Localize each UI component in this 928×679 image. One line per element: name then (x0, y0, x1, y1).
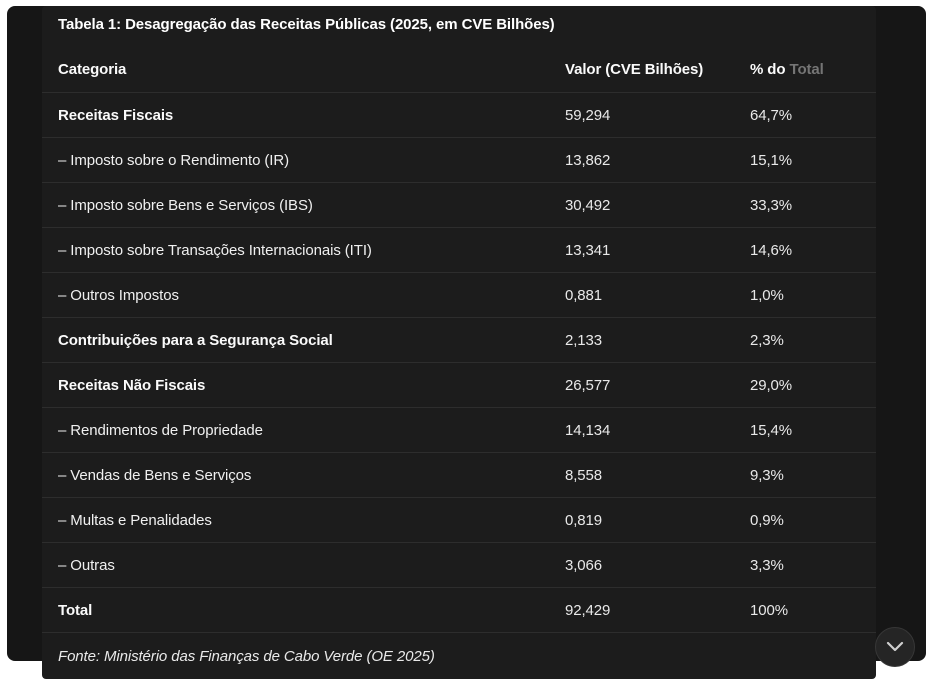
percent-cell: 15,1% (734, 137, 876, 183)
value-cell: 8,558 (549, 452, 734, 498)
category-cell: – Rendimentos de Propriedade (42, 407, 549, 453)
value-cell: 13,341 (549, 227, 734, 273)
value-cell: 92,429 (549, 587, 734, 633)
table-row: – Imposto sobre Transações Internacionai… (42, 227, 876, 273)
revenue-table-card: Tabela 1: Desagregação das Receitas Públ… (42, 6, 876, 679)
percent-cell: 3,3% (734, 542, 876, 588)
value-cell: 0,881 (549, 272, 734, 318)
table-row: Contribuições para a Segurança Social 2,… (42, 317, 876, 363)
value-cell: 0,819 (549, 497, 734, 543)
value-cell: 30,492 (549, 182, 734, 228)
value-cell: 14,134 (549, 407, 734, 453)
column-header-valor: Valor (CVE Bilhões) (549, 47, 734, 93)
column-header-percent-secondary: Total (789, 61, 824, 78)
category-cell: Receitas Fiscais (42, 92, 549, 138)
table-row: – Outras 3,066 3,3% (42, 542, 876, 588)
table-row: Total 92,429 100% (42, 587, 876, 633)
column-header-categoria: Categoria (42, 47, 549, 93)
percent-cell: 100% (734, 587, 876, 633)
table-row: Receitas Não Fiscais 26,577 29,0% (42, 362, 876, 408)
value-cell: 3,066 (549, 542, 734, 588)
table-row: – Vendas de Bens e Serviços 8,558 9,3% (42, 452, 876, 498)
percent-cell: 64,7% (734, 92, 876, 138)
percent-cell: 1,0% (734, 272, 876, 318)
table-row: – Imposto sobre o Rendimento (IR) 13,862… (42, 137, 876, 183)
value-cell: 26,577 (549, 362, 734, 408)
category-cell: – Imposto sobre Bens e Serviços (IBS) (42, 182, 549, 228)
percent-cell: 14,6% (734, 227, 876, 273)
value-cell: 2,133 (549, 317, 734, 363)
table-header-row: Categoria Valor (CVE Bilhões) % do Total (42, 47, 876, 93)
table-row: – Rendimentos de Propriedade 14,134 15,4… (42, 407, 876, 453)
category-cell: – Outras (42, 542, 549, 588)
category-cell: – Outros Impostos (42, 272, 549, 318)
value-cell: 13,862 (549, 137, 734, 183)
percent-cell: 9,3% (734, 452, 876, 498)
percent-cell: 33,3% (734, 182, 876, 228)
value-cell: 59,294 (549, 92, 734, 138)
dark-content-surface: Tabela 1: Desagregação das Receitas Públ… (7, 6, 926, 679)
table-row: – Imposto sobre Bens e Serviços (IBS) 30… (42, 182, 876, 228)
percent-cell: 0,9% (734, 497, 876, 543)
percent-cell: 29,0% (734, 362, 876, 408)
percent-cell: 2,3% (734, 317, 876, 363)
table-row: – Multas e Penalidades 0,819 0,9% (42, 497, 876, 543)
source-note: Fonte: Ministério das Finanças de Cabo V… (58, 648, 435, 665)
revenue-table: Categoria Valor (CVE Bilhões) % do Total… (42, 47, 876, 633)
category-cell: – Imposto sobre Transações Internacionai… (42, 227, 549, 273)
table-row: – Outros Impostos 0,881 1,0% (42, 272, 876, 318)
column-header-percent-primary: % do (750, 61, 786, 78)
column-header-percent: % do Total (734, 47, 876, 93)
category-cell: Total (42, 587, 549, 633)
category-cell: – Imposto sobre o Rendimento (IR) (42, 137, 549, 183)
table-title: Tabela 1: Desagregação das Receitas Públ… (58, 16, 555, 33)
category-cell: – Vendas de Bens e Serviços (42, 452, 549, 498)
category-cell: Receitas Não Fiscais (42, 362, 549, 408)
scroll-to-bottom-button[interactable] (875, 627, 915, 667)
category-cell: Contribuições para a Segurança Social (42, 317, 549, 363)
category-cell: – Multas e Penalidades (42, 497, 549, 543)
percent-cell: 15,4% (734, 407, 876, 453)
table-row: Receitas Fiscais 59,294 64,7% (42, 92, 876, 138)
chevron-down-icon (875, 627, 915, 667)
